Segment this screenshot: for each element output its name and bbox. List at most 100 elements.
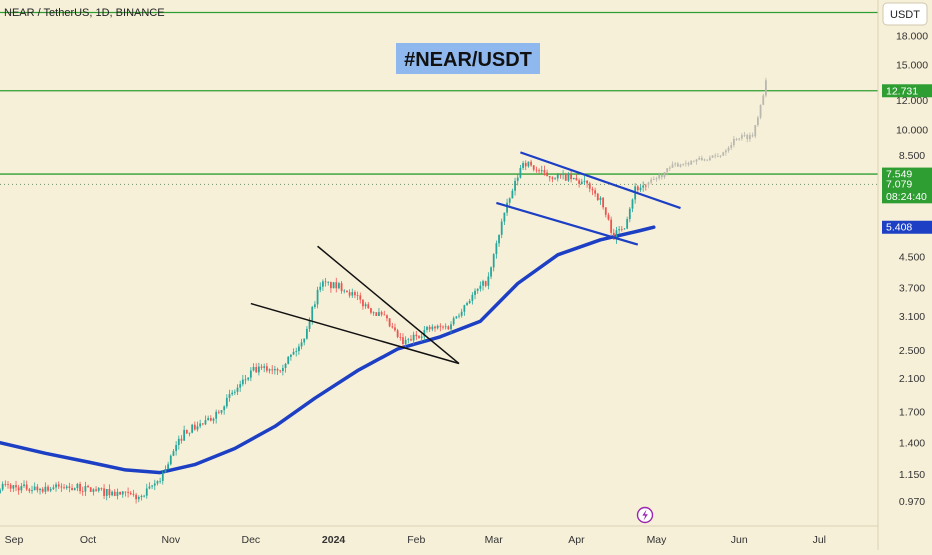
candle (412, 334, 415, 341)
time-tick-label: Apr (568, 534, 585, 546)
candle (546, 172, 548, 177)
candle (316, 289, 319, 305)
projection-candle (740, 135, 743, 139)
projection-candle (676, 163, 679, 167)
candle (538, 170, 540, 172)
lightning-icon[interactable] (636, 506, 654, 524)
candle (23, 484, 25, 487)
candle (287, 356, 290, 364)
candle (543, 170, 546, 173)
projection-candle (749, 135, 751, 140)
candle (551, 177, 554, 180)
price-axis-panel[interactable] (878, 0, 932, 550)
candle (642, 185, 645, 188)
moving-average (0, 225, 656, 475)
candle (362, 299, 364, 307)
candle (626, 219, 629, 229)
candle (527, 161, 530, 167)
candle (225, 397, 228, 407)
candle (212, 418, 215, 421)
candle (588, 183, 591, 189)
time-tick-label: Mar (485, 534, 504, 546)
candle (108, 488, 111, 496)
candle (594, 190, 597, 194)
candle (231, 392, 234, 395)
candle (236, 387, 239, 392)
projection-candle (658, 174, 661, 179)
candle (127, 492, 129, 494)
candle (324, 281, 327, 283)
candle (137, 497, 140, 500)
candle (180, 438, 183, 441)
currency-button[interactable]: USDT (882, 2, 928, 26)
projection-candle (722, 152, 725, 156)
candle (474, 290, 476, 295)
candle (132, 494, 135, 495)
candle (41, 488, 44, 492)
candle (535, 169, 538, 171)
candle (129, 492, 132, 495)
candle (271, 369, 274, 371)
candle (209, 418, 212, 421)
candle (73, 488, 76, 491)
candle (161, 472, 164, 481)
candle (31, 490, 33, 492)
candle (396, 330, 399, 338)
horizontal-levels (0, 11, 878, 185)
candle (570, 174, 573, 180)
projection-candle (711, 155, 714, 158)
projection-candle (663, 172, 666, 178)
candle (420, 336, 423, 338)
projection-candle (708, 157, 711, 161)
projection-candle (743, 134, 746, 136)
candle (71, 487, 73, 491)
candle (372, 312, 375, 314)
title-annotation-bg (396, 43, 540, 74)
candle (311, 306, 314, 321)
projection-candle (754, 125, 757, 137)
candle (612, 232, 615, 240)
time-tick-label: Sep (5, 534, 24, 546)
candle (79, 483, 81, 492)
candle (228, 394, 231, 398)
candle (410, 339, 412, 341)
candle (436, 325, 439, 329)
candle (567, 174, 570, 181)
projection-candle (759, 104, 762, 118)
candle (431, 326, 434, 330)
time-tick-label: 2024 (322, 534, 346, 546)
price-tick-label: 15.000 (896, 60, 928, 72)
candle (458, 315, 460, 317)
candle (193, 424, 196, 430)
candle (391, 326, 394, 328)
candle (367, 304, 370, 309)
candle (519, 167, 522, 178)
candle (327, 282, 330, 283)
candle (215, 411, 218, 419)
projection-candle (682, 163, 685, 165)
candle (492, 254, 495, 268)
candle (359, 295, 362, 300)
candle (356, 295, 359, 297)
candle (76, 483, 79, 489)
candle (620, 229, 623, 231)
candle (562, 173, 564, 175)
projection-candle (765, 80, 767, 96)
price-label-bg (882, 220, 932, 234)
time-tick-label: Nov (161, 534, 180, 546)
projection-candle (727, 147, 730, 151)
candle (20, 486, 23, 491)
price-tick-label: 4.500 (899, 252, 925, 264)
candle (586, 180, 589, 184)
price-tick-label: 3.700 (899, 283, 925, 295)
price-label-bg (882, 84, 932, 98)
title-annotation[interactable]: #NEAR/USDT (396, 43, 540, 74)
candle (370, 308, 372, 313)
candle (348, 292, 351, 296)
candle (207, 418, 210, 421)
time-axis-ticks: Sep Oct Nov Dec 2024 Feb Mar Apr May Jun Jul (5, 534, 826, 546)
candle (25, 484, 28, 490)
price-label-countdown: 08:24:40 (886, 191, 927, 203)
